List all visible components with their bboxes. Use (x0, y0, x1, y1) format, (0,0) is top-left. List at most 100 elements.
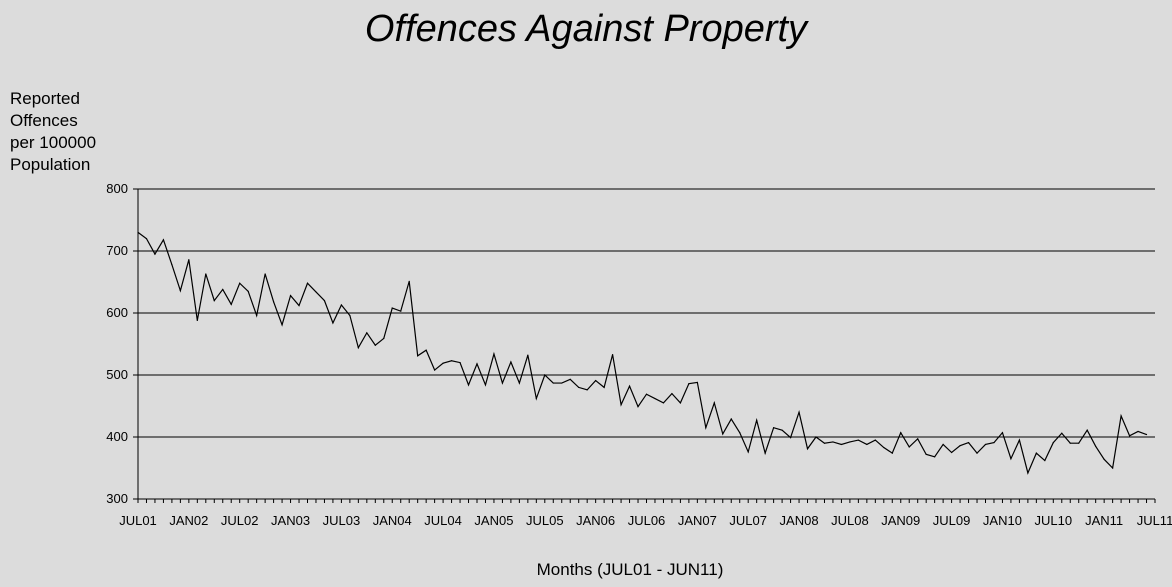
data-point (900, 432, 902, 434)
data-point (298, 304, 300, 307)
data-point (374, 344, 376, 346)
data-point (247, 290, 249, 292)
data-point (620, 404, 622, 406)
data-point (1001, 432, 1004, 434)
series-line (137, 231, 1147, 475)
data-point (688, 383, 690, 385)
x-tick-label: JUL04 (424, 513, 462, 528)
data-point (1145, 433, 1148, 436)
data-point (1112, 467, 1114, 469)
data-point (484, 384, 487, 386)
data-point (196, 319, 198, 322)
data-point (366, 332, 368, 334)
data-point (849, 441, 851, 443)
data-point (645, 393, 648, 395)
data-point (806, 448, 809, 450)
data-point (1027, 472, 1029, 474)
y-axis-label: Reported Offences per 100000 Population (10, 88, 96, 176)
data-point (518, 382, 520, 384)
x-tick-label: JAN11 (1085, 513, 1123, 528)
data-point (306, 282, 309, 284)
data-point (383, 337, 385, 340)
data-point (595, 379, 597, 382)
data-point (1095, 445, 1097, 447)
data-point (756, 419, 758, 421)
data-point (1078, 442, 1080, 444)
y-axis-label-line: per 100000 (10, 133, 97, 152)
data-point (400, 310, 402, 312)
data-point (679, 402, 682, 404)
y-tick-label: 800 (106, 181, 128, 196)
data-point (501, 382, 504, 384)
data-point (476, 363, 478, 365)
data-point (1103, 458, 1105, 460)
data-point (1018, 439, 1021, 441)
data-point (713, 402, 715, 404)
data-point (535, 397, 537, 400)
data-point (951, 451, 953, 454)
data-point (561, 382, 563, 384)
data-point (391, 307, 393, 309)
data-point (874, 439, 876, 441)
data-point (628, 385, 631, 387)
y-tick-label: 700 (106, 243, 128, 258)
data-point (612, 353, 614, 356)
x-tick-label: JUL03 (323, 513, 361, 528)
data-point (145, 238, 148, 240)
data-point (459, 362, 461, 364)
data-point (230, 303, 232, 305)
data-point (908, 446, 910, 448)
y-tick-label: 300 (106, 491, 128, 506)
data-point (976, 452, 978, 454)
data-point (739, 432, 741, 434)
data-point (798, 411, 800, 413)
data-point (357, 347, 359, 349)
data-point (1061, 432, 1063, 434)
x-tick-label: JAN08 (780, 513, 819, 528)
data-point (1069, 442, 1071, 444)
data-point (637, 406, 639, 408)
data-point (832, 441, 834, 443)
data-point (967, 441, 970, 444)
data-point (705, 427, 707, 429)
x-tick-label: JUL02 (221, 513, 259, 528)
data-point (823, 442, 826, 444)
data-point (171, 264, 173, 266)
data-point (417, 355, 419, 357)
data-point (273, 301, 275, 303)
data-point (340, 304, 342, 306)
data-point (578, 386, 580, 388)
x-tick-label: JUL07 (729, 513, 767, 528)
data-point (1120, 415, 1122, 417)
chart-title: Offences Against Property (364, 8, 808, 50)
x-tick-label: JAN06 (576, 513, 615, 528)
data-point (773, 427, 775, 429)
data-point (281, 324, 283, 326)
data-point (857, 439, 859, 441)
data-point (239, 282, 241, 284)
data-point (662, 402, 665, 404)
x-tick-label: JAN09 (881, 513, 920, 528)
data-point (696, 381, 698, 384)
data-point (815, 436, 817, 438)
data-point (866, 443, 868, 446)
x-tick-label: JAN04 (373, 513, 412, 528)
data-point (179, 290, 181, 292)
data-point (154, 253, 156, 255)
data-point (1010, 458, 1012, 460)
data-point (747, 451, 749, 453)
data-point (205, 273, 207, 275)
data-point (764, 452, 766, 454)
data-point (730, 418, 732, 420)
data-point (349, 314, 351, 317)
data-point (256, 314, 258, 317)
data-point (789, 437, 792, 439)
data-point (188, 259, 190, 261)
x-tick-label: JAN10 (983, 513, 1022, 528)
y-tick-label: 500 (106, 367, 128, 382)
data-point (552, 382, 554, 384)
data-point (434, 369, 436, 371)
x-tick-label: JUL05 (526, 513, 564, 528)
data-point (891, 452, 893, 454)
data-point (510, 361, 512, 363)
